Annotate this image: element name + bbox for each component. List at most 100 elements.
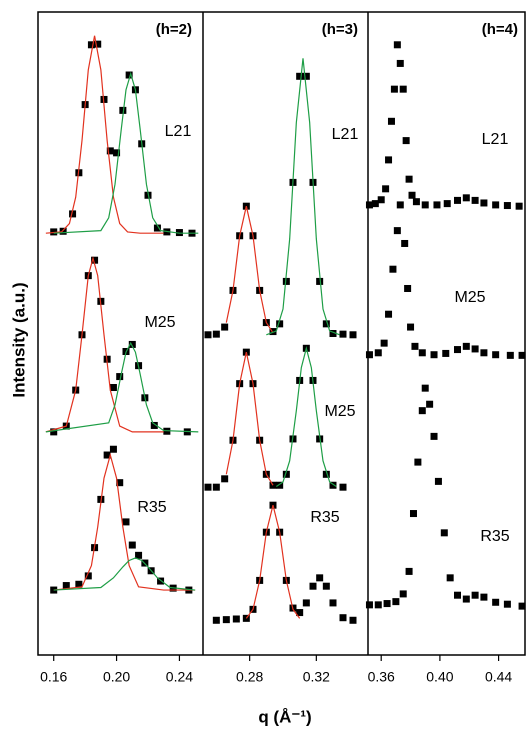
data-point xyxy=(414,458,422,466)
x-tick-label: 0.28 xyxy=(236,669,263,685)
data-point xyxy=(515,202,523,210)
x-tick-label: 0.44 xyxy=(485,669,512,685)
data-point xyxy=(204,331,212,339)
data-point xyxy=(276,320,284,328)
data-point xyxy=(322,470,330,478)
data-point xyxy=(426,400,434,408)
sample-label: L21 xyxy=(482,131,509,148)
panel-title: (h=4) xyxy=(482,21,518,38)
data-point xyxy=(349,616,357,624)
data-point xyxy=(503,600,511,608)
data-point xyxy=(374,601,382,609)
data-point xyxy=(339,614,347,622)
fit-line xyxy=(45,255,164,433)
data-point xyxy=(222,616,230,624)
sample-label: M25 xyxy=(324,403,355,420)
data-point xyxy=(418,407,426,415)
data-point xyxy=(62,582,70,590)
data-point xyxy=(518,602,526,610)
data-point xyxy=(365,201,373,209)
data-point xyxy=(471,196,479,204)
data-point xyxy=(103,451,111,459)
data-point xyxy=(462,194,470,202)
data-point xyxy=(75,580,83,588)
data-point xyxy=(316,277,324,285)
data-point xyxy=(385,310,393,318)
data-point xyxy=(135,551,143,559)
data-point xyxy=(50,228,58,236)
data-point xyxy=(492,351,500,359)
data-point xyxy=(316,574,324,582)
data-point xyxy=(371,200,379,208)
sample-label: R35 xyxy=(480,528,509,545)
data-point xyxy=(221,323,229,331)
data-point xyxy=(401,239,409,247)
data-point xyxy=(106,147,114,155)
data-point xyxy=(408,191,416,199)
x-tick-label: 0.40 xyxy=(426,669,453,685)
data-point xyxy=(418,349,426,357)
data-point xyxy=(409,510,417,518)
data-point xyxy=(380,339,388,347)
plot-frame xyxy=(37,11,526,656)
data-point xyxy=(282,277,290,285)
data-point xyxy=(329,599,337,607)
x-tick-label: 0.36 xyxy=(368,669,395,685)
data-point xyxy=(329,330,337,337)
data-point xyxy=(309,582,317,590)
data-point xyxy=(122,518,130,526)
data-point xyxy=(399,590,407,598)
data-point xyxy=(382,185,390,193)
data-point xyxy=(113,149,121,157)
data-point xyxy=(204,483,212,491)
data-point xyxy=(119,106,127,114)
x-tick-label: 0.20 xyxy=(103,669,130,685)
data-point xyxy=(175,229,183,237)
data-point xyxy=(518,351,526,359)
data-point xyxy=(269,328,277,336)
data-point xyxy=(404,284,412,292)
data-point xyxy=(454,196,462,204)
fit-line xyxy=(225,206,274,334)
data-point xyxy=(440,529,448,537)
data-point xyxy=(212,616,220,624)
data-point xyxy=(442,349,450,357)
data-point xyxy=(399,85,407,93)
data-point xyxy=(480,593,488,601)
fit-line xyxy=(245,505,301,619)
data-point xyxy=(402,137,410,145)
data-point xyxy=(322,582,330,590)
fit-line xyxy=(225,352,274,486)
data-point xyxy=(296,609,304,617)
data-point xyxy=(443,200,451,208)
data-point xyxy=(374,349,382,357)
data-point xyxy=(302,72,310,80)
data-point xyxy=(480,199,488,207)
data-point xyxy=(365,601,373,609)
fit-line xyxy=(266,58,340,336)
data-point xyxy=(94,40,102,48)
fit-line xyxy=(53,557,196,591)
data-point xyxy=(125,71,133,79)
data-point xyxy=(396,201,404,209)
data-point xyxy=(296,72,304,80)
sample-label: L21 xyxy=(332,126,359,143)
fit-line xyxy=(53,452,196,591)
data-point xyxy=(503,202,511,210)
data-point xyxy=(150,421,158,429)
data-point xyxy=(153,224,161,232)
sample-label: R35 xyxy=(310,509,339,526)
data-point xyxy=(59,227,67,235)
fit-line xyxy=(275,345,337,488)
data-point xyxy=(109,445,117,453)
data-point xyxy=(421,384,429,392)
data-point xyxy=(50,428,58,436)
data-point xyxy=(389,265,397,273)
data-point xyxy=(405,175,413,183)
data-point xyxy=(221,475,229,483)
data-point xyxy=(393,41,401,49)
data-point xyxy=(385,156,393,164)
data-point xyxy=(212,330,220,338)
data-point xyxy=(492,201,500,209)
